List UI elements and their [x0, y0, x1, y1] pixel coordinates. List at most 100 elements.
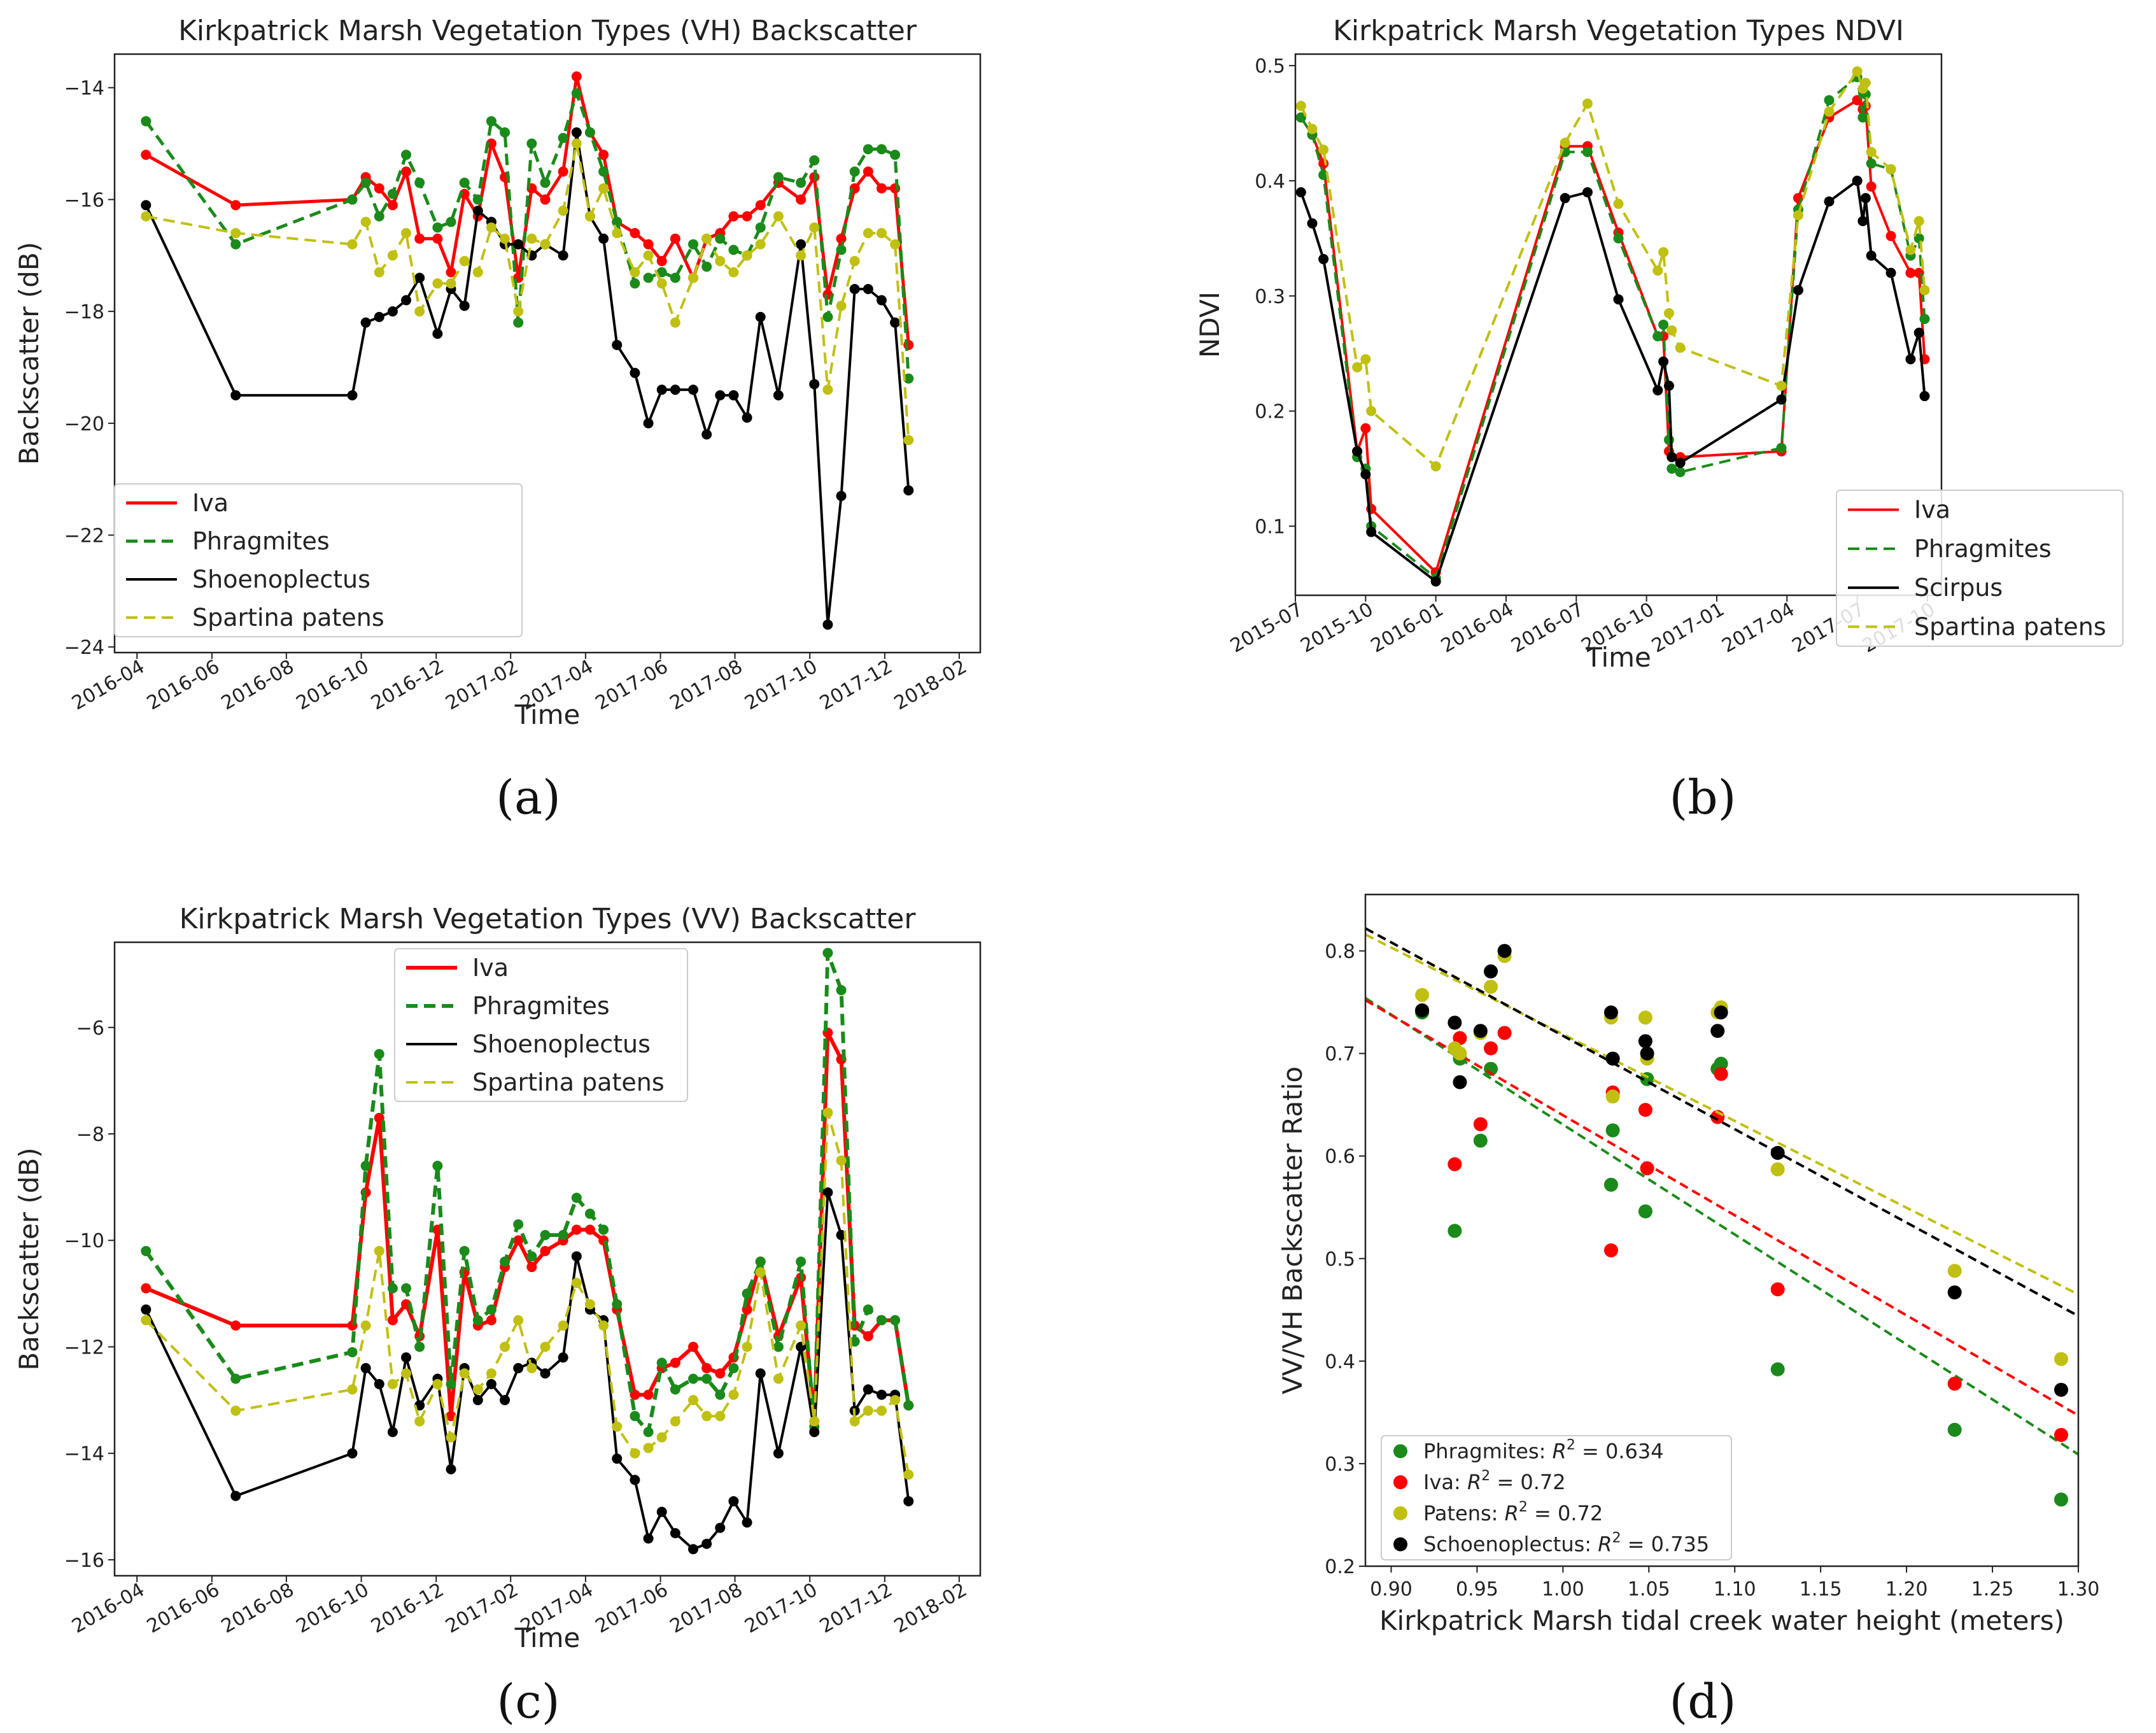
chart-a-point-shoenoplectus-33	[796, 239, 807, 250]
panel-label-a: (a)	[496, 770, 561, 825]
chart-b-point-phragmites-19	[1857, 112, 1868, 123]
chart-c-legend-label-spartina-patens: Spartina patens	[472, 1068, 665, 1096]
chart-b-ytick-label-2: 0.3	[1255, 286, 1285, 308]
chart-c-point-shoenoplectus-41	[903, 1496, 914, 1506]
chart-c-point-shoenoplectus-9	[446, 1464, 456, 1475]
chart-b-point-phragmites-21	[1866, 158, 1877, 169]
chart-c-point-phragmites-1	[230, 1373, 241, 1384]
chart-b-point-scirpus-14	[1675, 458, 1686, 469]
chart-c-point-phragmites-25	[670, 1384, 680, 1395]
chart-b-point-phragmites-15	[1776, 442, 1787, 453]
chart-c-point-iva-18	[571, 1224, 582, 1235]
chart-d-point-patens-0	[1415, 987, 1430, 1002]
chart-c-point-shoenoplectus-35	[822, 1187, 833, 1198]
chart-c-point-spartina-patens-32	[773, 1373, 784, 1384]
chart-a-point-shoenoplectus-34	[809, 379, 820, 390]
chart-c-legend-label-shoenoplectus: Shoenoplectus	[472, 1030, 651, 1058]
chart-b-point-spartina-patens-23	[1905, 244, 1916, 255]
chart-c-xtick-label-3: 2016-10	[293, 1579, 373, 1638]
chart-a-point-phragmites-24	[656, 267, 667, 278]
chart-a-point-spartina-patens-37	[849, 256, 860, 267]
chart-b-point-phragmites-25	[1919, 313, 1930, 324]
chart-c-point-phragmites-23	[643, 1427, 654, 1438]
chart-d-point-iva-9	[1640, 1161, 1654, 1176]
chart-b-ndvi: Kirkpatrick Marsh Vegetation Types NDVI 2…	[1194, 15, 2124, 673]
chart-a-point-spartina-patens-7	[414, 306, 425, 317]
chart-b-point-scirpus-5	[1366, 527, 1377, 537]
chart-a-point-spartina-patens-38	[863, 228, 873, 239]
chart-a-legend-box	[114, 483, 523, 637]
chart-b-xtick-label-0: 2015-07	[1227, 598, 1307, 658]
chart-b-series-spartina-patens-line	[1300, 70, 1926, 468]
chart-a-ytick-label-1: −16	[64, 189, 104, 211]
chart-b-point-spartina-patens-12	[1663, 308, 1674, 318]
chart-c-point-spartina-patens-33	[796, 1320, 807, 1331]
chart-a-point-iva-7	[414, 233, 425, 244]
chart-b-point-phragmites-14	[1675, 467, 1686, 477]
chart-c-point-spartina-patens-6	[401, 1368, 412, 1379]
chart-c-xtick-label-8: 2017-08	[666, 1579, 746, 1638]
chart-a-point-phragmites-39	[876, 144, 887, 155]
chart-b-point-scirpus-6	[1430, 576, 1441, 587]
chart-b-point-scirpus-24	[1913, 327, 1924, 338]
chart-c-point-phragmites-36	[836, 985, 847, 996]
chart-c-ytick-label-3: −12	[64, 1336, 104, 1359]
chart-a-point-spartina-patens-9	[446, 278, 456, 289]
chart-a-point-phragmites-3	[360, 178, 371, 188]
chart-b-point-spartina-patens-0	[1295, 101, 1306, 111]
chart-a-point-iva-12	[486, 138, 497, 149]
chart-d-point-phragmites-1	[1448, 1224, 1462, 1238]
chart-a-point-phragmites-18	[571, 88, 582, 99]
chart-c-point-spartina-patens-1	[230, 1405, 241, 1416]
chart-a-legend-label-shoenoplectus: Shoenoplectus	[192, 565, 370, 593]
chart-c-point-phragmites-10	[459, 1245, 470, 1256]
chart-d-ytick-label-6: 0.8	[1325, 941, 1355, 963]
chart-b-point-spartina-patens-8	[1582, 98, 1593, 109]
chart-c-point-iva-9	[446, 1411, 456, 1422]
chart-c-point-phragmites-16	[540, 1229, 551, 1240]
chart-a-point-phragmites-23	[643, 272, 654, 283]
chart-d-point-schoenoplectus-1	[1448, 1015, 1462, 1030]
chart-c-point-shoenoplectus-32	[773, 1448, 784, 1459]
chart-c-point-iva-14	[513, 1235, 524, 1246]
chart-c-ytick-label-0: −6	[76, 1017, 104, 1040]
chart-c-xtick-label-2: 2016-08	[218, 1579, 298, 1638]
chart-a-point-spartina-patens-24	[656, 278, 667, 289]
chart-a-point-iva-1	[230, 200, 241, 211]
chart-a-legend: Iva Phragmites Shoenoplectus Spartina paten…	[114, 483, 523, 637]
chart-c-point-iva-25	[670, 1357, 680, 1368]
chart-b-xtick-label-1: 2015-10	[1297, 598, 1377, 658]
chart-c-point-phragmites-29	[728, 1362, 739, 1373]
chart-d-legend-label-iva: Iva: R2 = 0.72	[1423, 1468, 1566, 1494]
chart-c-point-shoenoplectus-16	[540, 1368, 551, 1379]
chart-a-xtick-label-1: 2016-06	[143, 656, 223, 715]
chart-a-point-iva-10	[459, 188, 470, 199]
chart-b-legend-label-iva: Iva	[1914, 496, 1950, 524]
chart-d-point-phragmites-7	[1638, 1204, 1652, 1219]
chart-c-point-spartina-patens-13	[500, 1341, 511, 1352]
chart-c-point-spartina-patens-2	[347, 1384, 358, 1395]
chart-a-point-iva-30	[742, 211, 752, 222]
chart-a-point-shoenoplectus-8	[432, 329, 443, 339]
chart-b-point-scirpus-20	[1860, 193, 1871, 204]
chart-d-xtick-label-2: 1.00	[1542, 1578, 1584, 1601]
chart-d-ytick-label-4: 0.6	[1325, 1146, 1355, 1168]
chart-d-point-schoenoplectus-6	[1603, 1005, 1618, 1020]
chart-c-point-phragmites-6	[401, 1283, 412, 1294]
chart-b-point-scirpus-9	[1613, 294, 1624, 305]
chart-c-point-shoenoplectus-13	[500, 1395, 511, 1406]
chart-b-point-iva-23	[1905, 267, 1916, 278]
chart-b-point-scirpus-13	[1666, 451, 1677, 462]
chart-c-point-spartina-patens-7	[414, 1416, 425, 1427]
chart-c-point-phragmites-32	[773, 1341, 784, 1352]
chart-b-point-scirpus-16	[1793, 285, 1803, 295]
chart-d-x-axis-label: Kirkpatrick Marsh tidal creek water heig…	[1379, 1605, 2064, 1636]
chart-c-vv-backscatter: Kirkpatrick Marsh Vegetation Types (VV) …	[13, 903, 982, 1653]
chart-c-point-iva-12	[486, 1315, 497, 1326]
chart-a-point-phragmites-0	[141, 116, 151, 127]
chart-c-point-iva-5	[387, 1315, 398, 1326]
chart-c-point-shoenoplectus-2	[347, 1448, 358, 1459]
chart-c-point-spartina-patens-20	[598, 1320, 609, 1331]
chart-a-point-spartina-patens-11	[472, 267, 483, 278]
chart-a-point-phragmites-10	[459, 178, 470, 188]
